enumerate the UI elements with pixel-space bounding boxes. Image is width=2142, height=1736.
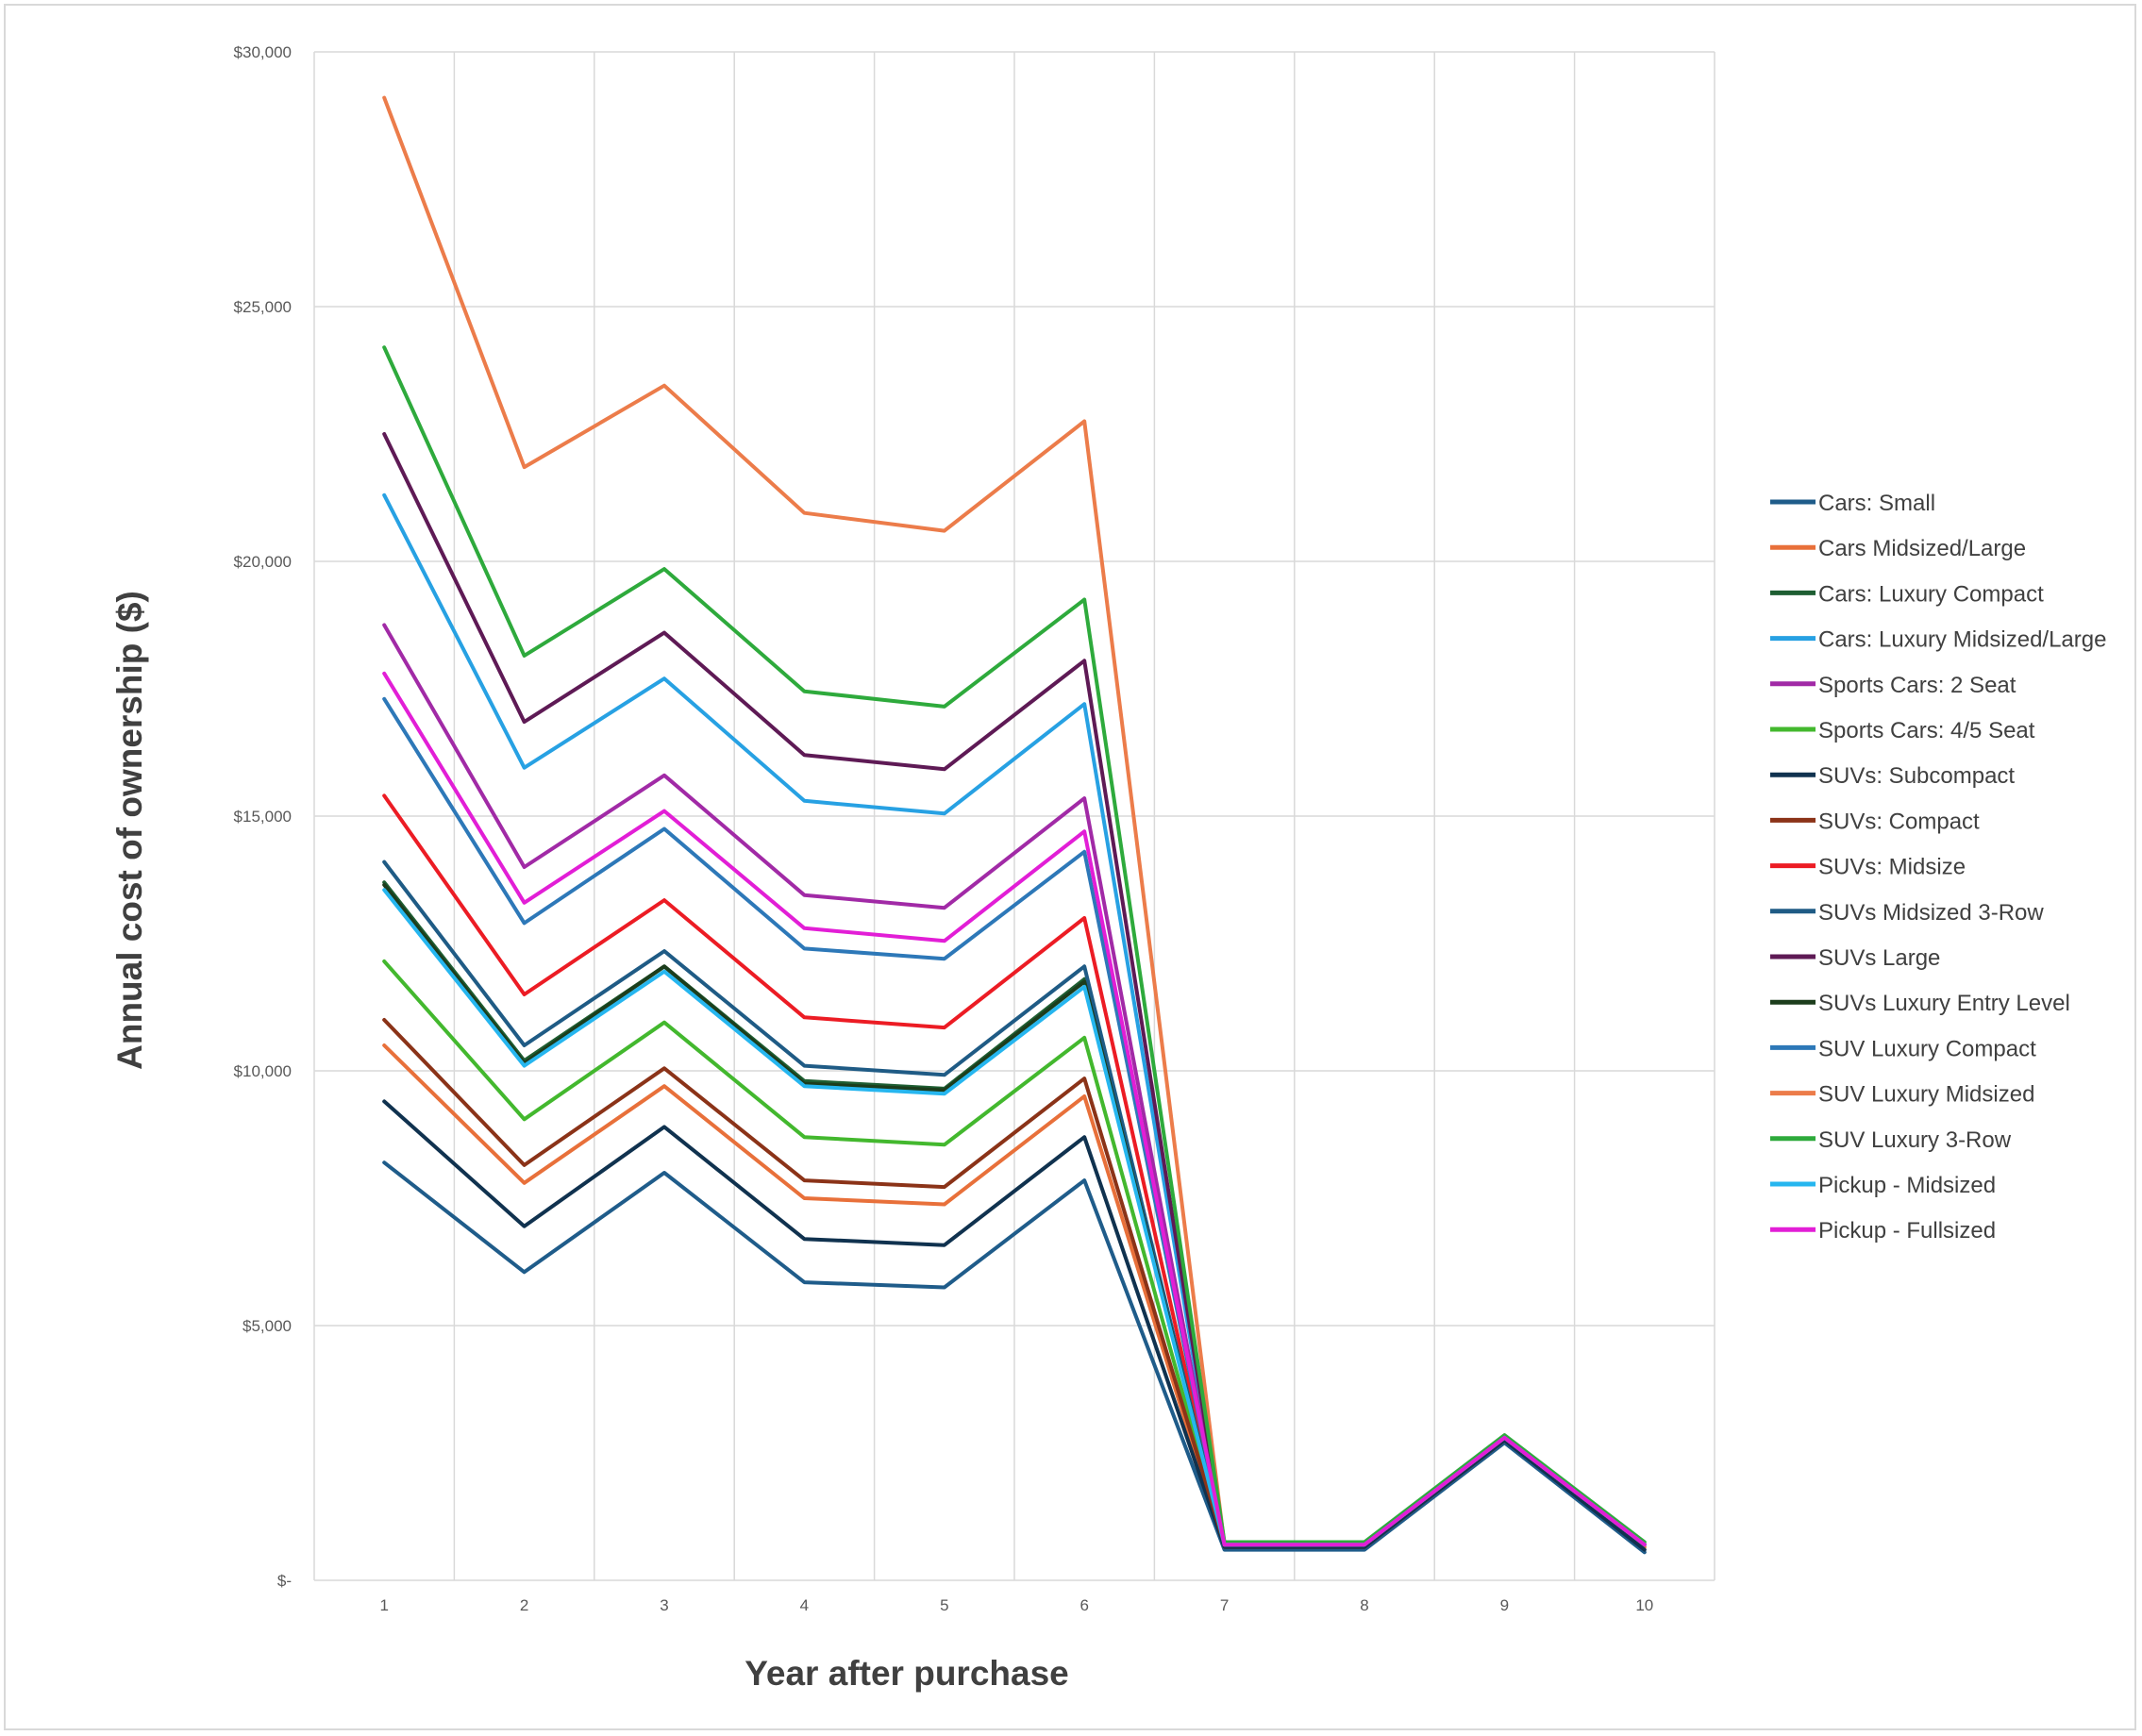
legend-label: SUVs Midsized 3-Row xyxy=(1818,900,2044,926)
y-tick-label: $30,000 xyxy=(234,43,292,61)
legend-label: SUV Luxury 3-Row xyxy=(1818,1127,2012,1153)
x-tick-label: 6 xyxy=(1079,1596,1088,1614)
series-line-14 xyxy=(382,345,1647,1544)
legend-label: SUVs: Midsize xyxy=(1818,855,1966,880)
legend-label: SUVs: Compact xyxy=(1818,809,1980,834)
legend-label: Cars Midsized/Large xyxy=(1818,536,2026,561)
x-tick-label: 3 xyxy=(660,1596,668,1614)
y-tick-label: $- xyxy=(277,1572,292,1590)
legend-label: Cars: Luxury Midsized/Large xyxy=(1818,627,2106,653)
x-axis-title: Year after purchase xyxy=(745,1654,1068,1693)
gridlines xyxy=(313,51,1715,1581)
y-tick-label: $20,000 xyxy=(234,553,292,571)
series-lines xyxy=(382,95,1647,1555)
series-line-6 xyxy=(382,1099,1647,1552)
y-tick-label: $10,000 xyxy=(234,1062,292,1080)
legend-label: SUVs Large xyxy=(1818,945,1940,971)
y-tick-label: $5,000 xyxy=(243,1317,292,1335)
legend-label: Cars: Luxury Compact xyxy=(1818,581,2044,607)
x-tick-label: 2 xyxy=(520,1596,528,1614)
series-line-0 xyxy=(382,1160,1647,1555)
x-tick-label: 4 xyxy=(800,1596,809,1614)
x-tick-label: 1 xyxy=(379,1596,388,1614)
series-line-16 xyxy=(382,671,1647,1547)
legend-label: Pickup - Midsized xyxy=(1818,1173,1996,1198)
x-axis-ticks: 1 2 3 4 5 6 7 8 9 10 xyxy=(379,1596,1653,1614)
y-tick-label: $15,000 xyxy=(234,808,292,826)
x-tick-label: 8 xyxy=(1360,1596,1368,1614)
y-axis-ticks: $- $5,000 $10,000 $15,000 $20,000 $25,000 $30,… xyxy=(234,43,292,1590)
legend-label: Cars: Small xyxy=(1818,491,1935,516)
legend-label: Sports Cars: 2 Seat xyxy=(1818,673,2016,698)
y-tick-label: $25,000 xyxy=(234,298,292,316)
legend-label: SUVs: Subcompact xyxy=(1818,763,2015,789)
legend-label: SUV Luxury Compact xyxy=(1818,1036,2036,1061)
y-axis-title: Annual cost of ownership ($) xyxy=(110,591,149,1070)
x-tick-label: 10 xyxy=(1635,1596,1653,1614)
x-tick-label: 7 xyxy=(1220,1596,1229,1614)
legend-label: SUV Luxury Midsized xyxy=(1818,1082,2034,1108)
legend-label: SUVs Luxury Entry Level xyxy=(1818,991,2070,1016)
x-tick-label: 9 xyxy=(1500,1596,1509,1614)
legend-label: Sports Cars: 4/5 Seat xyxy=(1818,718,2035,743)
legend: Cars: Small Cars Midsized/Large Cars: Luxu… xyxy=(1770,491,2106,1244)
x-tick-label: 5 xyxy=(940,1596,948,1614)
legend-label: Pickup - Fullsized xyxy=(1818,1218,1996,1244)
